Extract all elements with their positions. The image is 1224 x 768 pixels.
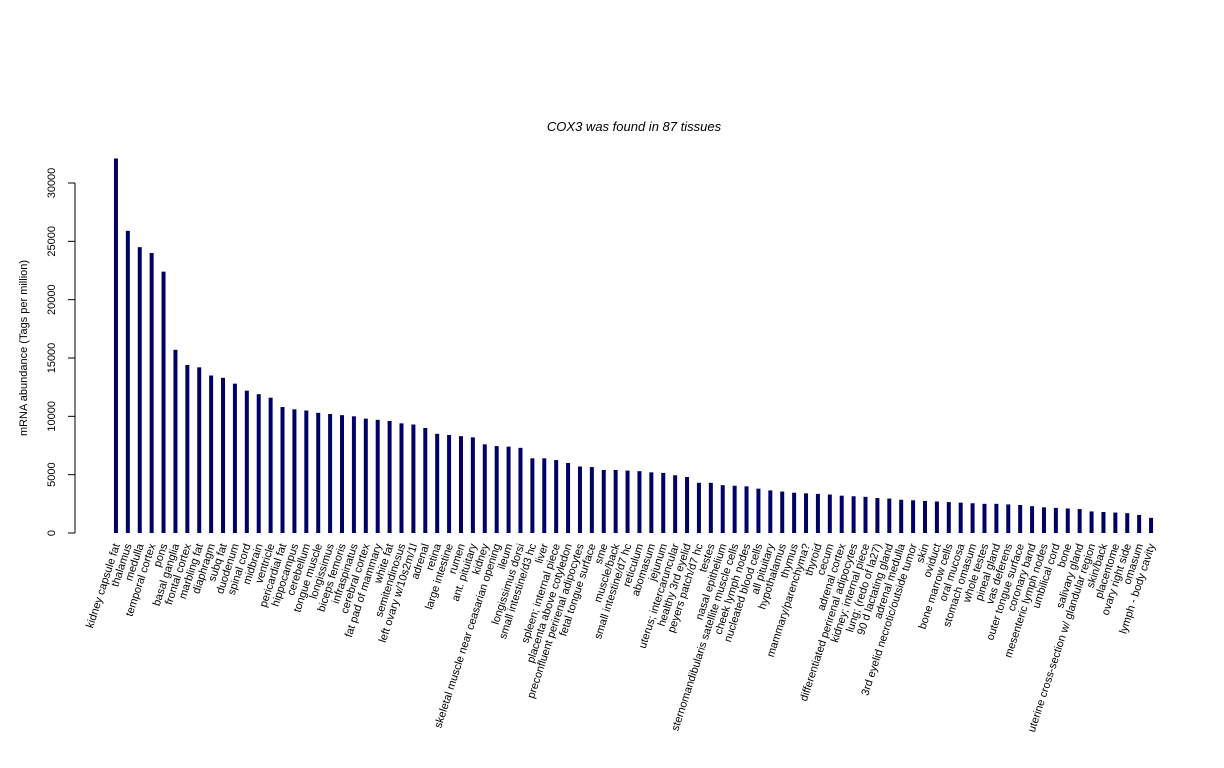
bar [423,428,428,533]
bar [518,447,523,533]
bar [316,412,321,533]
bar [958,502,963,533]
bar [1053,507,1058,533]
bar [411,424,416,533]
bar [1113,512,1118,533]
bar [363,418,368,533]
bar [911,500,916,533]
bar [328,414,333,533]
bar [232,383,237,533]
bar [577,466,582,533]
bar [244,390,249,533]
bar [756,488,761,533]
bar [827,494,832,533]
bar [625,470,630,533]
bar [994,503,999,533]
bar [673,475,678,533]
bar [851,496,856,533]
bar [732,485,737,533]
bar [637,471,642,533]
bar [280,407,285,533]
bar [387,421,392,533]
bar [1137,514,1142,533]
bar [922,500,927,533]
bar [1018,505,1023,533]
y-tick-label: 0 [46,530,58,536]
bar [1041,507,1046,533]
bar [197,367,202,533]
bar [780,491,785,533]
bar [792,492,797,533]
bar [542,458,547,533]
bar [292,409,297,533]
chart-title: COX3 was found in 87 tissues [547,119,722,134]
bar [696,482,701,533]
bar [447,435,452,533]
y-tick-label: 15000 [46,343,58,374]
bar [375,419,380,533]
bar [887,498,892,533]
x-tick-label: skin [914,542,931,564]
bar [221,377,226,533]
bar [1077,509,1082,533]
bar [804,493,809,533]
bar [1030,506,1035,533]
bar [209,375,214,533]
bar [256,394,261,533]
bar [1006,504,1011,533]
y-tick-label: 10000 [46,401,58,432]
bar [173,349,178,533]
bar [470,437,475,533]
bar [351,416,356,533]
bar [506,446,511,533]
bar [1149,517,1154,533]
bar [768,490,773,533]
bar [149,253,154,533]
bar [649,472,654,533]
bar [601,470,606,533]
bar [554,460,559,533]
bar [125,230,130,534]
bar [1065,508,1070,533]
bar [1125,513,1130,533]
y-tick-label: 5000 [46,462,58,486]
bar [934,501,939,533]
bar [899,499,904,533]
bar [946,502,951,533]
bar [875,498,880,533]
bar [137,247,142,533]
bar [458,436,463,533]
bar [661,472,666,533]
y-axis-label: mRNA abundance (Tags per million) [18,260,30,436]
bar [566,463,571,533]
bar [340,415,345,533]
bar [1101,512,1106,533]
bar [839,495,844,533]
bar [113,158,118,533]
bar [268,397,273,533]
bar [304,410,309,533]
bar [399,423,404,533]
bar [161,271,166,533]
bar [530,458,535,533]
bar [815,493,820,533]
y-tick-label: 25000 [46,226,58,257]
y-tick-label: 30000 [46,168,58,199]
bar [685,477,690,533]
bar [708,482,713,533]
bar [482,444,487,533]
bar [720,485,725,533]
y-tick-label: 20000 [46,284,58,315]
bar [982,503,987,533]
bar [863,496,868,533]
bar [1089,511,1094,533]
bar [613,470,618,533]
bar [970,503,975,533]
bar [185,365,190,533]
bar [494,446,499,533]
bar [589,467,594,533]
bar [435,433,440,533]
bar [744,486,749,533]
